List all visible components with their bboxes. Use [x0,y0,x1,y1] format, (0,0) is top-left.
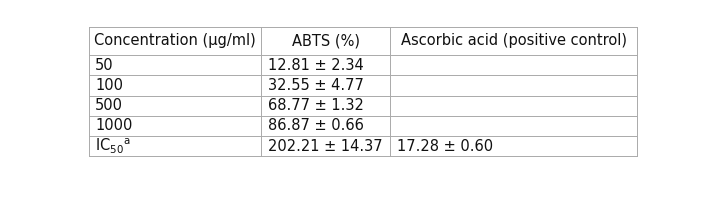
Text: 32.55 ± 4.77: 32.55 ± 4.77 [268,78,364,93]
Text: Ascorbic acid (positive control): Ascorbic acid (positive control) [401,33,627,49]
Text: 50: 50 [95,58,114,73]
Text: 68.77 ± 1.32: 68.77 ± 1.32 [268,98,364,113]
Text: 1000: 1000 [95,118,132,133]
Text: 12.81 ± 2.34: 12.81 ± 2.34 [268,58,364,73]
Text: 500: 500 [95,98,123,113]
Text: 17.28 ± 0.60: 17.28 ± 0.60 [397,139,493,154]
Text: 202.21 ± 14.37: 202.21 ± 14.37 [268,139,382,154]
Text: 100: 100 [95,78,123,93]
Text: 86.87 ± 0.66: 86.87 ± 0.66 [268,118,364,133]
Text: IC$_{50}$$^{\mathrm{a}}$: IC$_{50}$$^{\mathrm{a}}$ [95,137,131,156]
Text: Concentration (μg/ml): Concentration (μg/ml) [94,33,256,49]
Text: ABTS (%): ABTS (%) [292,33,360,49]
